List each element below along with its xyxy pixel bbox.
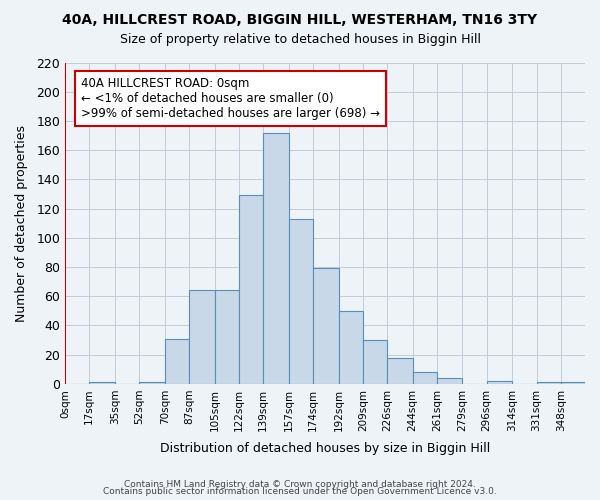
Bar [561, 382, 585, 384]
Bar [338, 311, 363, 384]
Bar [189, 290, 215, 384]
Text: 40A, HILLCREST ROAD, BIGGIN HILL, WESTERHAM, TN16 3TY: 40A, HILLCREST ROAD, BIGGIN HILL, WESTER… [62, 12, 538, 26]
Bar [139, 382, 165, 384]
Bar [536, 382, 561, 384]
Bar [239, 196, 263, 384]
Bar [437, 378, 463, 384]
Bar [289, 219, 313, 384]
Bar [313, 268, 338, 384]
Bar [89, 382, 115, 384]
Text: Contains HM Land Registry data © Crown copyright and database right 2024.: Contains HM Land Registry data © Crown c… [124, 480, 476, 489]
Bar [387, 358, 413, 384]
Bar [165, 338, 189, 384]
Text: 40A HILLCREST ROAD: 0sqm
← <1% of detached houses are smaller (0)
>99% of semi-d: 40A HILLCREST ROAD: 0sqm ← <1% of detach… [80, 77, 380, 120]
Text: Contains public sector information licensed under the Open Government Licence v3: Contains public sector information licen… [103, 487, 497, 496]
Bar [363, 340, 387, 384]
X-axis label: Distribution of detached houses by size in Biggin Hill: Distribution of detached houses by size … [160, 442, 490, 455]
Text: Size of property relative to detached houses in Biggin Hill: Size of property relative to detached ho… [119, 32, 481, 46]
Bar [215, 290, 239, 384]
Bar [413, 372, 437, 384]
Bar [487, 381, 512, 384]
Y-axis label: Number of detached properties: Number of detached properties [15, 124, 28, 322]
Bar [263, 132, 289, 384]
